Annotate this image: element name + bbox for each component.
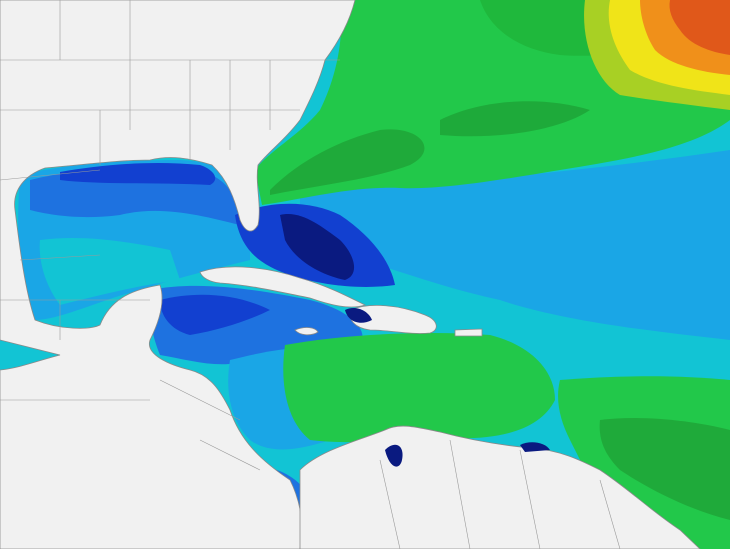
island-cuba bbox=[199, 266, 367, 308]
ocean-band bbox=[39, 238, 180, 305]
shoal bbox=[345, 308, 372, 323]
lake bbox=[385, 444, 403, 467]
ocean-band bbox=[599, 418, 730, 520]
ocean-band bbox=[300, 150, 730, 340]
border-lines bbox=[379, 439, 621, 549]
ocean-band bbox=[60, 162, 216, 185]
ocean-band bbox=[160, 294, 270, 335]
border-lines bbox=[0, 0, 340, 471]
land-north-america bbox=[0, 0, 356, 549]
shoal bbox=[520, 442, 550, 452]
island-hispaniola bbox=[349, 305, 437, 334]
ocean-band bbox=[440, 101, 590, 137]
ocean-band bbox=[669, 0, 730, 55]
ocean-band bbox=[280, 214, 355, 280]
ocean-band bbox=[283, 333, 555, 443]
ocean-band bbox=[270, 129, 425, 195]
island-jamaica bbox=[294, 327, 319, 336]
island-puerto-rico bbox=[454, 328, 483, 337]
